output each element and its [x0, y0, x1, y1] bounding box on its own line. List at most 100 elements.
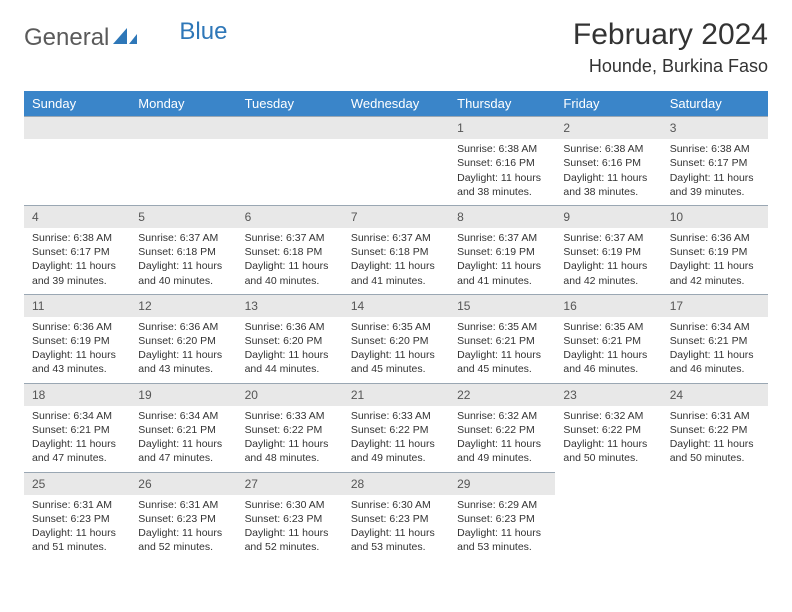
- weekday-header: Thursday: [449, 91, 555, 116]
- day-details: Sunrise: 6:30 AMSunset: 6:23 PMDaylight:…: [343, 495, 449, 561]
- calendar-row: 1Sunrise: 6:38 AMSunset: 6:16 PMDaylight…: [24, 116, 768, 205]
- weekday-header-row: SundayMondayTuesdayWednesdayThursdayFrid…: [24, 91, 768, 116]
- calendar-cell: 1Sunrise: 6:38 AMSunset: 6:16 PMDaylight…: [449, 116, 555, 205]
- day-details: Sunrise: 6:36 AMSunset: 6:20 PMDaylight:…: [130, 317, 236, 383]
- day-details: Sunrise: 6:34 AMSunset: 6:21 PMDaylight:…: [24, 406, 130, 472]
- day-details: Sunrise: 6:32 AMSunset: 6:22 PMDaylight:…: [449, 406, 555, 472]
- day-details: Sunrise: 6:34 AMSunset: 6:21 PMDaylight:…: [662, 317, 768, 383]
- day-details: Sunrise: 6:31 AMSunset: 6:23 PMDaylight:…: [130, 495, 236, 561]
- day-number: 26: [130, 472, 236, 495]
- weekday-header: Friday: [555, 91, 661, 116]
- day-details: Sunrise: 6:30 AMSunset: 6:23 PMDaylight:…: [237, 495, 343, 561]
- day-number: 28: [343, 472, 449, 495]
- calendar-cell: 23Sunrise: 6:32 AMSunset: 6:22 PMDayligh…: [555, 383, 661, 472]
- weekday-header: Tuesday: [237, 91, 343, 116]
- day-number: 25: [24, 472, 130, 495]
- day-number: 1: [449, 116, 555, 139]
- calendar-cell: 16Sunrise: 6:35 AMSunset: 6:21 PMDayligh…: [555, 294, 661, 383]
- calendar-cell: 11Sunrise: 6:36 AMSunset: 6:19 PMDayligh…: [24, 294, 130, 383]
- header: General Blue February 2024 Hounde, Burki…: [24, 18, 768, 77]
- calendar-cell: 29Sunrise: 6:29 AMSunset: 6:23 PMDayligh…: [449, 472, 555, 561]
- day-details: Sunrise: 6:37 AMSunset: 6:18 PMDaylight:…: [343, 228, 449, 294]
- day-number: 17: [662, 294, 768, 317]
- day-details: Sunrise: 6:35 AMSunset: 6:21 PMDaylight:…: [449, 317, 555, 383]
- calendar-cell: 27Sunrise: 6:30 AMSunset: 6:23 PMDayligh…: [237, 472, 343, 561]
- day-number: 18: [24, 383, 130, 406]
- day-number: 10: [662, 205, 768, 228]
- empty-daynum: [24, 116, 130, 139]
- calendar-cell: 8Sunrise: 6:37 AMSunset: 6:19 PMDaylight…: [449, 205, 555, 294]
- day-details: Sunrise: 6:38 AMSunset: 6:16 PMDaylight:…: [555, 139, 661, 205]
- calendar-table: SundayMondayTuesdayWednesdayThursdayFrid…: [24, 91, 768, 560]
- calendar-cell: 5Sunrise: 6:37 AMSunset: 6:18 PMDaylight…: [130, 205, 236, 294]
- weekday-header: Wednesday: [343, 91, 449, 116]
- day-number: 2: [555, 116, 661, 139]
- weekday-header: Saturday: [662, 91, 768, 116]
- day-details: Sunrise: 6:32 AMSunset: 6:22 PMDaylight:…: [555, 406, 661, 472]
- day-number: 8: [449, 205, 555, 228]
- calendar-cell: 20Sunrise: 6:33 AMSunset: 6:22 PMDayligh…: [237, 383, 343, 472]
- empty-daynum: [343, 116, 449, 139]
- calendar-cell: 9Sunrise: 6:37 AMSunset: 6:19 PMDaylight…: [555, 205, 661, 294]
- day-details: Sunrise: 6:37 AMSunset: 6:19 PMDaylight:…: [449, 228, 555, 294]
- day-number: 21: [343, 383, 449, 406]
- day-number: 29: [449, 472, 555, 495]
- calendar-body: 1Sunrise: 6:38 AMSunset: 6:16 PMDaylight…: [24, 116, 768, 560]
- day-details: Sunrise: 6:37 AMSunset: 6:18 PMDaylight:…: [237, 228, 343, 294]
- calendar-cell: [130, 116, 236, 205]
- day-number: 19: [130, 383, 236, 406]
- logo-text-general: General: [24, 24, 109, 52]
- day-number: 23: [555, 383, 661, 406]
- day-details: Sunrise: 6:33 AMSunset: 6:22 PMDaylight:…: [237, 406, 343, 472]
- day-details: Sunrise: 6:35 AMSunset: 6:21 PMDaylight:…: [555, 317, 661, 383]
- month-title: February 2024: [573, 18, 768, 52]
- calendar-cell: 12Sunrise: 6:36 AMSunset: 6:20 PMDayligh…: [130, 294, 236, 383]
- calendar-cell: 13Sunrise: 6:36 AMSunset: 6:20 PMDayligh…: [237, 294, 343, 383]
- day-details: Sunrise: 6:36 AMSunset: 6:19 PMDaylight:…: [662, 228, 768, 294]
- calendar-cell: [343, 116, 449, 205]
- empty-daynum: [237, 116, 343, 139]
- location: Hounde, Burkina Faso: [573, 56, 768, 77]
- day-number: 13: [237, 294, 343, 317]
- calendar-cell: 24Sunrise: 6:31 AMSunset: 6:22 PMDayligh…: [662, 383, 768, 472]
- calendar-row: 11Sunrise: 6:36 AMSunset: 6:19 PMDayligh…: [24, 294, 768, 383]
- day-details: Sunrise: 6:38 AMSunset: 6:17 PMDaylight:…: [24, 228, 130, 294]
- logo: General Blue: [24, 18, 227, 52]
- calendar-row: 18Sunrise: 6:34 AMSunset: 6:21 PMDayligh…: [24, 383, 768, 472]
- empty-daynum: [130, 116, 236, 139]
- day-number: 12: [130, 294, 236, 317]
- calendar-cell: 25Sunrise: 6:31 AMSunset: 6:23 PMDayligh…: [24, 472, 130, 561]
- calendar-cell: [237, 116, 343, 205]
- day-number: 20: [237, 383, 343, 406]
- calendar-cell: [555, 472, 661, 561]
- day-number: 14: [343, 294, 449, 317]
- day-number: 11: [24, 294, 130, 317]
- calendar-cell: 15Sunrise: 6:35 AMSunset: 6:21 PMDayligh…: [449, 294, 555, 383]
- day-number: 24: [662, 383, 768, 406]
- day-details: Sunrise: 6:36 AMSunset: 6:19 PMDaylight:…: [24, 317, 130, 383]
- day-details: Sunrise: 6:31 AMSunset: 6:22 PMDaylight:…: [662, 406, 768, 472]
- calendar-cell: 17Sunrise: 6:34 AMSunset: 6:21 PMDayligh…: [662, 294, 768, 383]
- day-number: 16: [555, 294, 661, 317]
- calendar-cell: 22Sunrise: 6:32 AMSunset: 6:22 PMDayligh…: [449, 383, 555, 472]
- day-number: 27: [237, 472, 343, 495]
- day-number: 7: [343, 205, 449, 228]
- logo-sail-icon: [113, 26, 139, 51]
- calendar-cell: 28Sunrise: 6:30 AMSunset: 6:23 PMDayligh…: [343, 472, 449, 561]
- day-details: Sunrise: 6:37 AMSunset: 6:19 PMDaylight:…: [555, 228, 661, 294]
- calendar-cell: 21Sunrise: 6:33 AMSunset: 6:22 PMDayligh…: [343, 383, 449, 472]
- weekday-header: Monday: [130, 91, 236, 116]
- day-number: 9: [555, 205, 661, 228]
- day-number: 15: [449, 294, 555, 317]
- calendar-cell: 18Sunrise: 6:34 AMSunset: 6:21 PMDayligh…: [24, 383, 130, 472]
- day-details: Sunrise: 6:29 AMSunset: 6:23 PMDaylight:…: [449, 495, 555, 561]
- day-number: 4: [24, 205, 130, 228]
- calendar-cell: 7Sunrise: 6:37 AMSunset: 6:18 PMDaylight…: [343, 205, 449, 294]
- day-details: Sunrise: 6:35 AMSunset: 6:20 PMDaylight:…: [343, 317, 449, 383]
- calendar-cell: [24, 116, 130, 205]
- day-details: Sunrise: 6:36 AMSunset: 6:20 PMDaylight:…: [237, 317, 343, 383]
- day-number: 22: [449, 383, 555, 406]
- day-number: 3: [662, 116, 768, 139]
- day-details: Sunrise: 6:37 AMSunset: 6:18 PMDaylight:…: [130, 228, 236, 294]
- calendar-cell: 10Sunrise: 6:36 AMSunset: 6:19 PMDayligh…: [662, 205, 768, 294]
